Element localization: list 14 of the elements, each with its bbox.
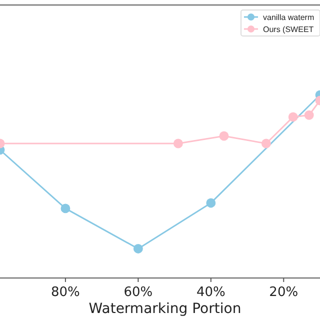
x-tick-label: 60% [124, 285, 153, 300]
point [133, 244, 143, 254]
x-tick-label: 40% [196, 285, 226, 300]
point [304, 110, 314, 120]
point [219, 131, 229, 141]
point [173, 138, 183, 148]
point [288, 112, 298, 122]
point [206, 198, 216, 208]
point [261, 138, 271, 148]
x-tick-label: 80% [51, 285, 80, 300]
x-axis-title: Watermarking Portion [88, 301, 242, 317]
legend-label: Ours (SWEET [263, 25, 314, 34]
x-tick-label: 20% [269, 285, 298, 300]
legend-label: vanilla waterm [263, 13, 314, 22]
